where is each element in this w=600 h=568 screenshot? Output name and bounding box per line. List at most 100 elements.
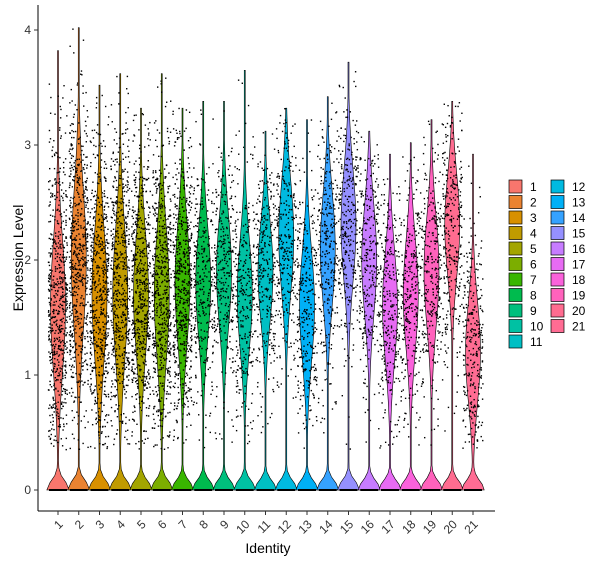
- legend-key-20: [550, 303, 565, 318]
- x-tick-label: 16: [358, 517, 378, 537]
- y-tick-label: 1: [24, 368, 31, 382]
- violin-16: [357, 130, 381, 491]
- violin-17: [378, 153, 402, 491]
- legend-label-9: 9: [530, 304, 537, 318]
- violin-11: [254, 130, 277, 491]
- legend-key-3: [508, 210, 523, 225]
- points-3: [89, 94, 110, 491]
- x-tick-label: 8: [196, 517, 211, 532]
- legend-label-17: 17: [572, 258, 586, 272]
- legend-label-8: 8: [530, 289, 537, 303]
- legend-key-8: [508, 288, 523, 302]
- legend-key-13: [550, 195, 565, 209]
- x-tick-label: 2: [72, 517, 87, 532]
- legend-label-21: 21: [572, 320, 586, 334]
- legend-label-20: 20: [572, 304, 586, 318]
- points-layer: [47, 28, 484, 491]
- points-10: [234, 79, 256, 491]
- legend-key-15: [550, 226, 565, 240]
- points-20: [441, 102, 463, 491]
- x-tick-label: 9: [217, 517, 232, 532]
- legend-label-1: 1: [530, 180, 537, 194]
- legend-key-4: [508, 226, 523, 240]
- legend-key-11: [508, 334, 523, 349]
- violin-9: [212, 101, 236, 491]
- violin-14: [316, 96, 340, 491]
- legend-label-10: 10: [530, 320, 544, 334]
- legend-label-3: 3: [530, 211, 537, 225]
- legend-key-6: [508, 257, 523, 271]
- points-4: [110, 75, 131, 491]
- legend-label-12: 12: [572, 180, 586, 194]
- axes-layer: [37, 5, 495, 512]
- legend-label-2: 2: [530, 196, 537, 210]
- x-tick-label: 3: [93, 517, 108, 532]
- x-tick-label: 1: [51, 517, 66, 532]
- legend-label-4: 4: [530, 227, 537, 241]
- violin-20: [440, 101, 464, 491]
- legend-key-9: [508, 303, 523, 318]
- points-2: [68, 28, 89, 491]
- x-ticks: 1 2 3 4 5 6 7 8 9 10 11 12 13 14 15 16 17 18 19 20 21: [51, 511, 481, 537]
- points-16: [358, 136, 380, 491]
- points-11: [254, 132, 277, 491]
- x-tick-label: 11: [255, 517, 274, 536]
- x-tick-label: 21: [461, 517, 481, 537]
- legend-label-13: 13: [572, 196, 586, 210]
- y-tick-label: 3: [24, 138, 31, 152]
- points-13: [296, 119, 318, 491]
- legend-label-11: 11: [530, 335, 543, 349]
- legend-key-12: [550, 179, 565, 194]
- y-tick-label: 2: [24, 253, 31, 267]
- y-ticks: 0 1 2 3 4: [24, 23, 38, 497]
- legend-key-10: [508, 319, 523, 333]
- violin-8: [191, 101, 215, 491]
- x-tick-label: 10: [233, 517, 253, 537]
- violin-3: [87, 84, 112, 491]
- violin-2: [67, 27, 91, 491]
- points-21: [462, 165, 484, 491]
- legend-key-16: [550, 241, 565, 256]
- points-14: [317, 102, 339, 491]
- x-tick-label: 6: [155, 517, 170, 532]
- x-tick-label: 13: [295, 517, 315, 537]
- legend-key-7: [508, 272, 523, 287]
- legend-key-21: [550, 319, 565, 333]
- legend-label-15: 15: [572, 227, 586, 241]
- points-5: [130, 113, 152, 491]
- legend-key-2: [508, 195, 523, 209]
- legend-label-14: 14: [572, 211, 586, 225]
- points-15: [337, 71, 360, 491]
- violin-15: [337, 61, 360, 491]
- violin-19: [420, 119, 443, 491]
- violin-1: [46, 50, 70, 491]
- x-tick-label: 19: [420, 517, 440, 537]
- points-12: [275, 107, 297, 491]
- points-8: [192, 109, 214, 491]
- y-tick-label: 4: [24, 23, 31, 37]
- x-axis-title: Identity: [245, 540, 290, 556]
- x-tick-label: 20: [441, 517, 461, 537]
- points-19: [420, 120, 443, 491]
- legend-key-19: [550, 288, 565, 302]
- points-17: [379, 178, 401, 491]
- violin-18: [399, 142, 423, 491]
- x-tick-label: 18: [399, 517, 419, 537]
- points-9: [213, 110, 235, 491]
- legend-key-5: [508, 241, 523, 256]
- legend-key-18: [550, 272, 565, 287]
- x-tick-label: 17: [378, 517, 398, 537]
- y-axis-title: Expression Level: [10, 205, 26, 312]
- legend-label-6: 6: [530, 258, 537, 272]
- legend-key-17: [550, 257, 565, 271]
- violin-4: [108, 73, 132, 491]
- points-1: [47, 83, 69, 491]
- points-6: [151, 77, 172, 491]
- violin-21: [461, 153, 485, 491]
- x-tick-label: 7: [176, 517, 191, 532]
- x-tick-label: 4: [113, 517, 128, 532]
- x-tick-label: 15: [337, 517, 357, 537]
- violins-layer: [46, 27, 485, 491]
